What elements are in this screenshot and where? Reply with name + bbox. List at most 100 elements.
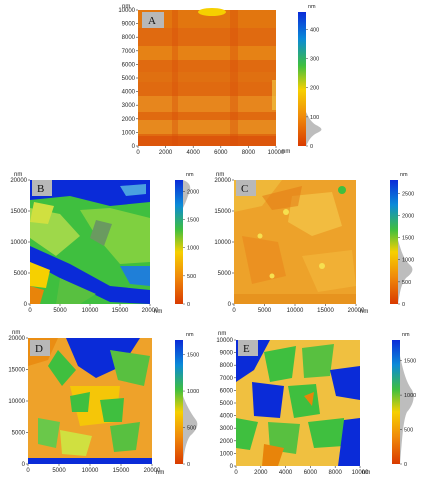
cbar-tick-label: 1000 (404, 393, 416, 399)
panel-b-y-ticks: 0 5000 10000 15000 20000 (10, 178, 30, 308)
panel-c-unit-top: nm (216, 172, 224, 178)
y-tick-label: 10000 (8, 399, 25, 405)
panel-b-cbar-ticks: 0 500 1000 1500 2000 (183, 189, 199, 308)
map-d-texture (28, 338, 152, 464)
cbar-tick-label: 500 (404, 428, 413, 434)
panel-a-unit-top: nm (122, 4, 130, 10)
x-tick-label: 20000 (348, 308, 365, 314)
x-tick-label: 5000 (53, 308, 67, 314)
panel-a-tag-bg (142, 12, 164, 28)
y-tick-label: 0 (228, 302, 232, 308)
panel-c-y-ticks: 0 5000 10000 15000 20000 (214, 178, 234, 308)
cbar-tick-label: 500 (187, 426, 196, 432)
map-a-texture (138, 8, 276, 146)
y-tick-label: 15000 (10, 209, 27, 215)
y-tick-label: 10000 (216, 338, 233, 344)
afm-panel-b: B nm nm 0 5000 10000 15000 20000 0 5000 10000 1… (0, 166, 220, 316)
panel-c-cbar-unit: nm (400, 172, 408, 178)
y-tick-label: 5000 (122, 76, 136, 82)
y-tick-label: 3000 (220, 426, 234, 432)
x-tick-label: 8000 (329, 470, 343, 476)
panel-c-histogram (398, 240, 413, 304)
cbar-tick-label: 1500 (404, 359, 416, 365)
y-tick-label: 9000 (220, 351, 234, 357)
panel-d-unit-right: nm (156, 470, 164, 476)
panel-d-cbar-unit: nm (186, 332, 194, 338)
panel-e-svg: E nm nm 01000200030004000500060007000800… (216, 331, 416, 476)
x-tick-label: 10000 (268, 150, 285, 156)
y-tick-label: 8000 (220, 363, 234, 369)
panel-e-tag-bg (238, 340, 258, 356)
cbar-tick-label: 1000 (187, 389, 199, 395)
y-tick-label: 1000 (220, 451, 234, 457)
x-tick-label: 10000 (82, 468, 99, 474)
panel-c-cbar-ticks: 0 500 1000 1500 2000 2500 (398, 191, 414, 308)
y-tick-label: 7000 (122, 49, 136, 55)
cbar-tick-label: 1500 (402, 236, 414, 242)
panel-e-cbar-unit: nm (402, 332, 410, 338)
panel-b-tag-bg (32, 180, 52, 196)
cbar-tick-label: 100 (310, 115, 319, 121)
afm-panel-a: A nm nm 0 1000 2000 3000 4000 5000 6000 7000 800… (112, 0, 352, 160)
panel-a-histogram (306, 112, 322, 146)
map-c-texture (234, 180, 356, 304)
y-tick-label: 2000 (122, 117, 136, 123)
x-tick-label: 10000 (82, 308, 99, 314)
panel-b-unit-top: nm (14, 172, 22, 178)
panel-c-tag: C (241, 183, 248, 195)
panel-e-y-ticks: 0 1000 2000 3000 4000 5000 6000 7000 8000 9000 100… (216, 338, 236, 470)
panel-d-histogram (183, 396, 198, 464)
panel-c-x-ticks: 0 5000 10000 15000 20000 (232, 304, 365, 314)
y-tick-label: 3000 (122, 103, 136, 109)
cbar-tick-label: 1500 (187, 217, 199, 223)
y-tick-label: 0 (24, 302, 28, 308)
panel-e-tag: E (243, 343, 250, 355)
x-tick-label: 20000 (144, 468, 161, 474)
y-tick-label: 5000 (12, 431, 26, 437)
x-tick-label: 4000 (187, 150, 201, 156)
x-tick-label: 10000 (352, 470, 369, 476)
x-tick-label: 15000 (113, 468, 130, 474)
afm-panel-e: E nm nm 0 1000 2000 3000 4000 5000 6000 7000 800… (204, 326, 428, 480)
y-tick-label: 10000 (10, 240, 27, 246)
y-tick-label: 8000 (122, 35, 136, 41)
panel-a-y-ticks: 0 1000 2000 3000 4000 5000 6000 7000 8000 9000 100… (118, 8, 138, 150)
cbar-tick-label: 1000 (402, 258, 414, 264)
panel-b-cbar-unit: nm (186, 172, 194, 178)
y-tick-label: 6000 (220, 388, 234, 394)
y-tick-label: 5000 (220, 401, 234, 407)
y-tick-label: 20000 (8, 336, 25, 342)
panel-a-cbar-unit: nm (308, 4, 316, 10)
y-tick-label: 15000 (214, 209, 231, 215)
x-tick-label: 20000 (142, 308, 159, 314)
y-tick-label: 15000 (8, 368, 25, 374)
panel-d-x-ticks: 0 5000 10000 15000 20000 (26, 464, 161, 474)
panel-a-svg: A nm nm 01000200030004000500060007000800… (118, 4, 322, 156)
cbar-tick-label: 0 (404, 462, 407, 468)
y-tick-label: 1000 (122, 130, 136, 136)
panel-e-unit-top: nm (218, 331, 226, 337)
panel-b-x-ticks: 0 5000 10000 15000 20000 (28, 304, 159, 314)
panel-d-tag: D (35, 343, 43, 355)
panel-b-histogram (183, 180, 191, 208)
afm-panel-c: C nm nm 0 5000 10000 15000 20000 0 5000 10000 1… (202, 166, 428, 316)
cbar-tick-label: 0 (310, 144, 313, 150)
panel-d-cbar-ticks: 0 500 1000 1500 (183, 353, 199, 468)
y-tick-label: 0 (230, 464, 234, 470)
panel-e-histogram (400, 356, 414, 464)
cbar-tick-label: 2000 (402, 213, 414, 219)
y-tick-label: 9000 (122, 22, 136, 28)
panel-c-unit-right: nm (360, 309, 368, 315)
cbar-tick-label: 2000 (187, 189, 199, 195)
x-tick-label: 5000 (52, 468, 66, 474)
panel-d-y-ticks: 0 5000 10000 15000 20000 (8, 336, 28, 468)
x-tick-label: 0 (232, 308, 236, 314)
cbar-tick-label: 0 (187, 462, 190, 468)
cbar-tick-label: 1000 (187, 246, 199, 252)
y-tick-label: 7000 (220, 376, 234, 382)
x-tick-label: 6000 (304, 470, 318, 476)
cbar-tick-label: 300 (310, 57, 319, 63)
y-tick-label: 10000 (118, 8, 135, 14)
x-tick-label: 10000 (287, 308, 304, 314)
